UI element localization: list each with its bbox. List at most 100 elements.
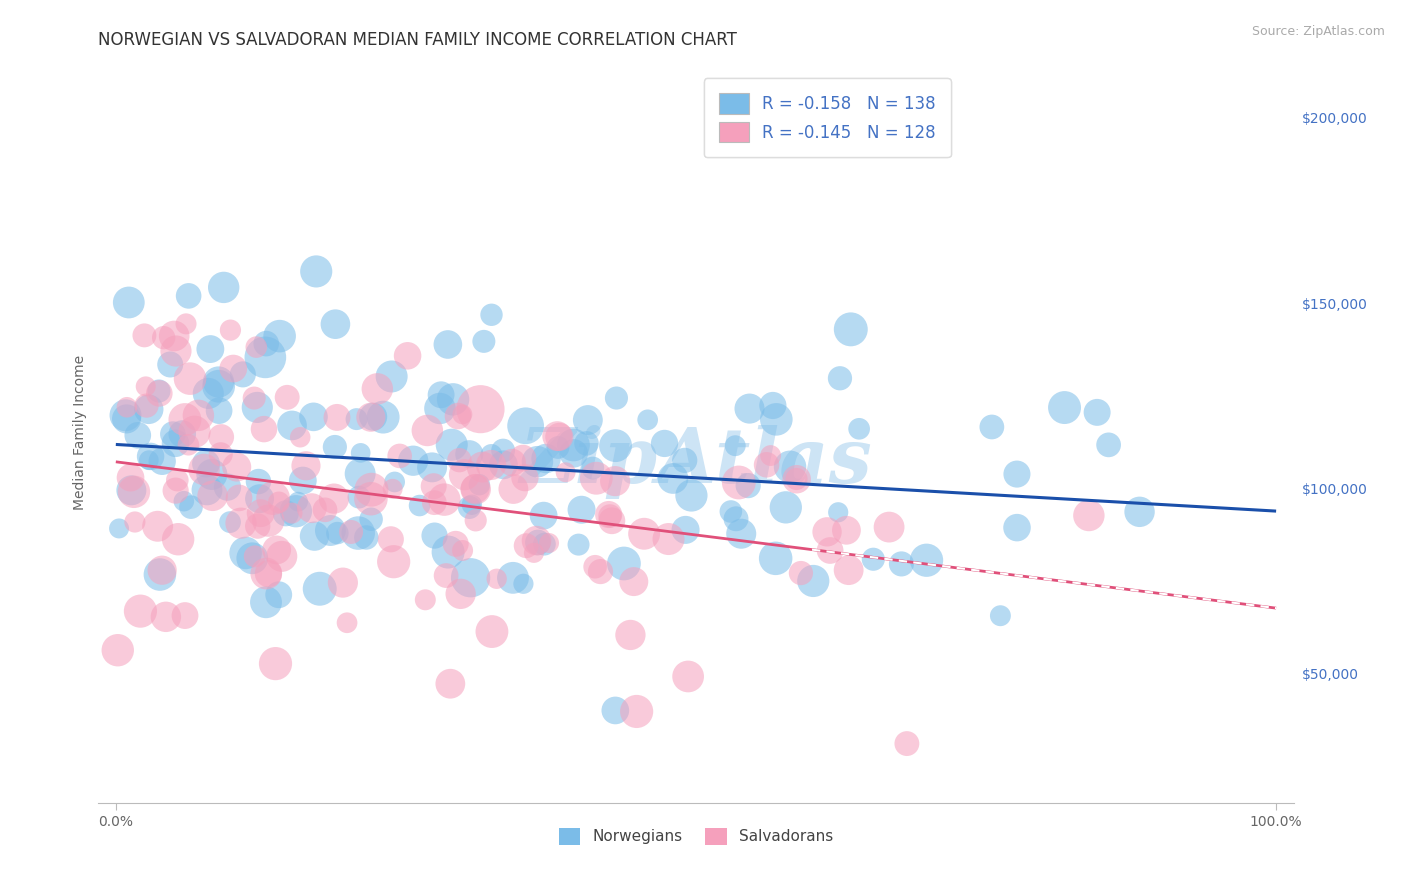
Point	[492, 458, 515, 472]
Point	[384, 475, 406, 489]
Point	[654, 436, 676, 450]
Point	[165, 344, 187, 359]
Point	[575, 436, 598, 450]
Text: NORWEGIAN VS SALVADORAN MEDIAN FAMILY INCOME CORRELATION CHART: NORWEGIAN VS SALVADORAN MEDIAN FAMILY IN…	[98, 31, 737, 49]
Point	[149, 567, 172, 582]
Point	[420, 460, 443, 475]
Point	[349, 467, 371, 481]
Point	[779, 459, 801, 474]
Point	[464, 482, 486, 496]
Point	[150, 454, 173, 468]
Point	[174, 317, 197, 331]
Point	[485, 572, 508, 586]
Point	[801, 574, 824, 588]
Point	[681, 488, 703, 502]
Point	[360, 410, 382, 425]
Point	[818, 543, 841, 558]
Point	[755, 458, 778, 472]
Point	[305, 264, 328, 278]
Point	[512, 451, 534, 466]
Point	[225, 460, 247, 475]
Point	[262, 491, 284, 505]
Point	[458, 500, 481, 515]
Point	[470, 402, 492, 417]
Point	[381, 482, 404, 496]
Point	[232, 368, 254, 382]
Point	[589, 565, 612, 579]
Point	[523, 546, 546, 560]
Point	[325, 317, 347, 331]
Point	[174, 412, 197, 426]
Point	[730, 526, 752, 541]
Point	[138, 402, 160, 417]
Point	[201, 467, 224, 482]
Point	[464, 513, 486, 527]
Point	[177, 438, 200, 452]
Point	[290, 430, 312, 444]
Point	[209, 447, 232, 461]
Point	[183, 425, 205, 439]
Point	[281, 506, 304, 520]
Point	[626, 705, 648, 719]
Point	[246, 519, 269, 533]
Point	[738, 401, 761, 416]
Point	[896, 737, 918, 751]
Point	[526, 455, 548, 469]
Point	[890, 557, 912, 571]
Point	[167, 533, 190, 547]
Point	[249, 506, 271, 520]
Point	[785, 472, 807, 486]
Point	[737, 478, 759, 492]
Point	[304, 529, 326, 543]
Point	[567, 538, 589, 552]
Point	[243, 391, 266, 405]
Point	[356, 531, 378, 545]
Point	[600, 514, 623, 528]
Point	[308, 582, 330, 596]
Point	[360, 483, 382, 497]
Point	[249, 491, 271, 506]
Point	[201, 489, 224, 503]
Legend: Norwegians, Salvadorans: Norwegians, Salvadorans	[553, 822, 839, 851]
Point	[533, 537, 555, 551]
Point	[534, 451, 557, 466]
Point	[724, 439, 747, 453]
Point	[217, 480, 239, 494]
Point	[107, 643, 129, 657]
Point	[270, 549, 292, 564]
Point	[990, 608, 1012, 623]
Point	[301, 501, 323, 516]
Point	[173, 494, 195, 508]
Point	[302, 409, 325, 424]
Point	[439, 677, 461, 691]
Point	[246, 401, 269, 415]
Point	[134, 328, 156, 343]
Point	[461, 498, 484, 512]
Point	[727, 475, 749, 490]
Point	[162, 427, 184, 442]
Point	[619, 628, 641, 642]
Point	[127, 428, 149, 442]
Point	[724, 512, 747, 526]
Point	[605, 703, 627, 717]
Point	[676, 669, 699, 683]
Point	[253, 422, 276, 436]
Point	[471, 460, 494, 475]
Point	[340, 524, 363, 539]
Point	[675, 523, 697, 537]
Point	[502, 571, 524, 585]
Point	[562, 446, 585, 460]
Point	[827, 505, 849, 519]
Point	[254, 566, 277, 581]
Point	[1053, 401, 1076, 415]
Point	[526, 533, 548, 548]
Point	[502, 482, 524, 496]
Point	[245, 340, 267, 354]
Point	[633, 526, 655, 541]
Point	[135, 399, 157, 413]
Point	[114, 409, 136, 423]
Point	[453, 467, 475, 482]
Point	[605, 439, 627, 453]
Point	[598, 508, 620, 522]
Point	[212, 280, 235, 294]
